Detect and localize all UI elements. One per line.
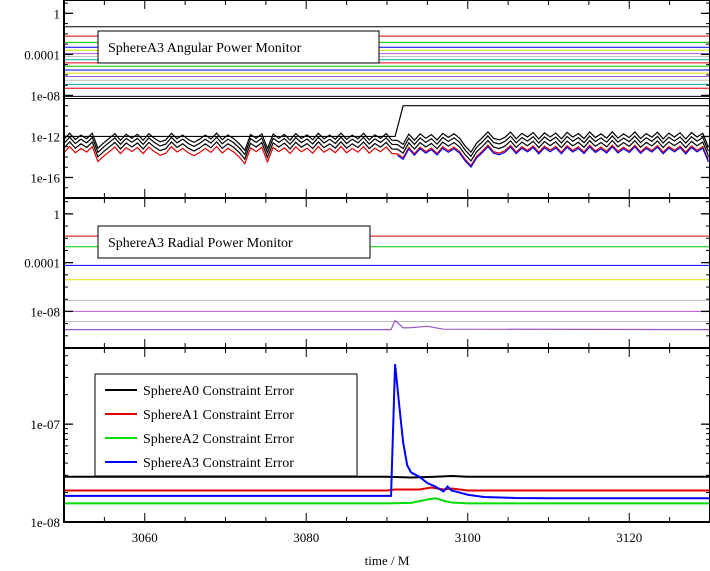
angular-power-panel: 1 0.0001 1e-08 1e-12 1e-16 SphereA3 Angular … [24,0,710,199]
legend-box [94,373,358,477]
x-axis-label: time / M [365,553,410,568]
y-tick-label: 1 [54,6,61,21]
angular-series-line [397,145,709,169]
y-tick-label: 1e-07 [30,417,60,432]
y-tick-label: 1e-08 [30,88,60,103]
y-tick-label: 1e-12 [30,129,60,144]
radial-title: SphereA3 Radial Power Monitor [108,236,293,251]
constraint-error-panel: 1e-07 1e-08 3060 3080 3100 3120 SphereA0 Cons… [30,347,710,568]
angular-series-line [64,139,709,162]
radial-power-panel: 1 0.0001 1e-08 SphereA3 Radial Power Monit… [24,197,710,349]
angular-series-line [64,135,709,158]
x-tick-label: 3080 [293,530,319,545]
y-tick-label: 0.0001 [24,47,60,62]
legend-label: SphereA1 Constraint Error [143,408,294,423]
angular-title-box: SphereA3 Angular Power Monitor [97,30,380,64]
x-tick-label: 3120 [616,530,642,545]
y-tick-label: 1 [54,207,61,222]
legend: SphereA0 Constraint Error SphereA1 Constr… [94,373,358,477]
series-line [64,319,710,331]
series-line [64,364,710,500]
y-tick-label: 1e-16 [30,170,60,185]
legend-label: SphereA2 Constraint Error [143,432,294,447]
angular-title: SphereA3 Angular Power Monitor [108,41,302,56]
x-tick-label: 3060 [132,530,158,545]
x-tick-label: 3100 [455,530,481,545]
plot-frame [63,197,710,349]
series-line [64,486,710,492]
series-line [64,497,710,505]
legend-label: SphereA3 Constraint Error [143,456,294,471]
angular-series-line [64,144,709,167]
y-tick-label: 1e-08 [30,304,60,319]
radial-title-box: SphereA3 Radial Power Monitor [97,225,371,259]
angular-series-line [64,130,709,154]
legend-label: SphereA0 Constraint Error [143,384,294,399]
y-tick-label: 0.0001 [24,256,60,271]
y-tick-label: 1e-08 [30,515,60,530]
